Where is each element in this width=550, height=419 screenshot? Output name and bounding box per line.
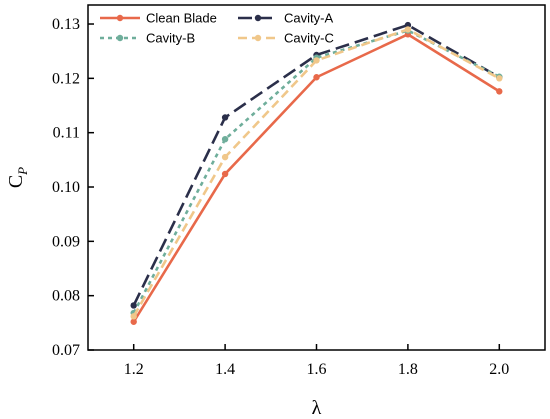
legend-swatch-marker [254,34,262,42]
data-point [313,57,320,64]
series-line [132,28,500,317]
y-tick-label: 0.11 [53,125,80,142]
x-tick-label: 1.4 [215,361,235,378]
series-layer [130,21,503,325]
series-cavity-c [130,26,503,320]
legend-item: Cavity-C [238,31,334,46]
legend-item: Cavity-A [238,11,333,26]
x-tick-label: 1.2 [124,361,144,378]
x-tick-label: 2.0 [489,361,509,378]
series-cavity-a [130,21,503,309]
data-point [221,153,229,161]
y-tick-label: 0.07 [52,342,80,359]
legend-swatch-marker [116,14,124,22]
y-tick-label: 0.13 [52,16,80,33]
legend-label: Cavity-A [284,11,333,26]
data-point [313,74,320,81]
x-tick-label: 1.8 [398,361,418,378]
axes: 1.2 1.4 1.6 1.8 2.0 0.07 0.08 0.09 0.10 0.11 0.12 0… [5,4,546,419]
y-tick-label: 0.10 [52,179,80,196]
legend: Clean Blade Cavity-A Cavity-B Cavity-C [100,11,334,46]
data-point [130,318,137,325]
legend-label: Cavity-C [284,31,334,46]
x-tick-label: 1.6 [307,361,327,378]
data-point [404,26,412,33]
series-clean-blade [130,31,503,325]
legend-label: Clean Blade [146,11,217,26]
data-point [496,88,503,95]
y-tick-label: 0.08 [52,288,80,305]
data-point [130,313,137,320]
y-tick-label: 0.09 [52,233,80,250]
y-tick-label: 0.12 [52,70,80,87]
legend-label: Cavity-B [146,31,195,46]
series-cavity-b [130,27,503,317]
data-point [221,135,229,143]
data-point [221,114,229,121]
series-line [132,23,500,307]
legend-swatch-marker [254,14,262,22]
x-axis-title: λ [312,397,322,419]
data-point [221,170,229,178]
series-line [132,29,500,314]
data-point [130,302,137,309]
data-point [496,75,503,82]
legend-item: Clean Blade [100,11,217,26]
legend-swatch-marker [116,34,124,42]
y-axis-title: CP [5,167,30,188]
legend-item: Cavity-B [100,31,195,46]
